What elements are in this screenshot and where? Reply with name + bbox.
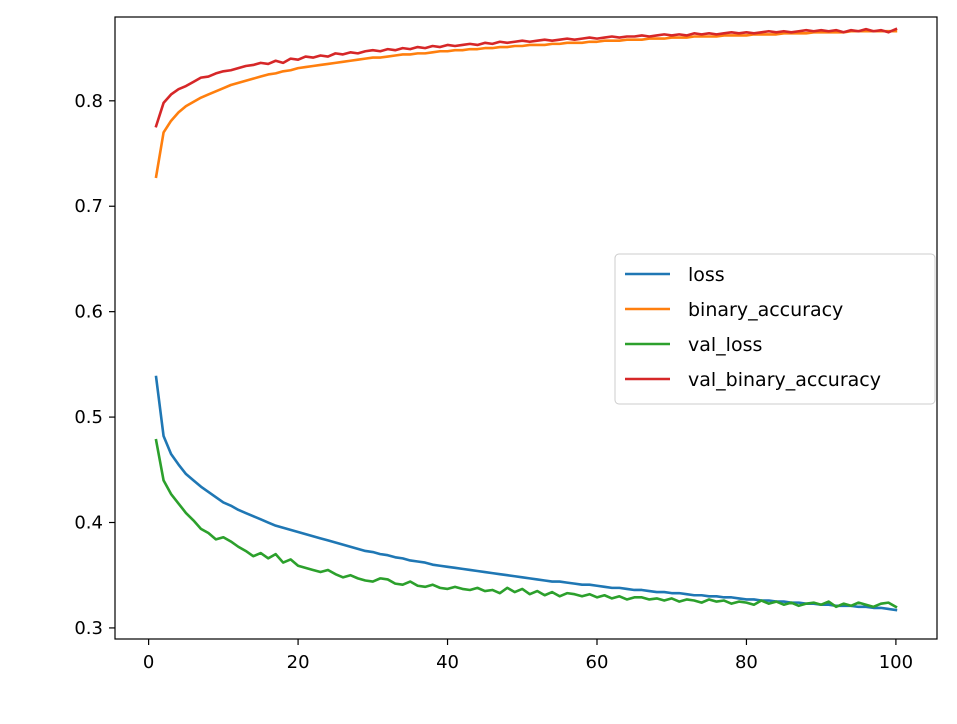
legend-label: val_loss bbox=[688, 334, 762, 356]
series-line-loss bbox=[154, 375, 898, 612]
x-tick-label: 100 bbox=[879, 652, 913, 673]
legend: loss binary_accuracy val_loss val_binary_ac… bbox=[614, 253, 936, 405]
x-tick-label: 0 bbox=[143, 652, 154, 673]
series-line-val-binary-accuracy bbox=[154, 27, 898, 128]
series-line-val-loss bbox=[154, 438, 898, 609]
series-line-binary-accuracy bbox=[154, 29, 898, 179]
series-layer bbox=[154, 27, 898, 612]
x-tick-label: 60 bbox=[586, 652, 609, 673]
y-tick-label: 0.4 bbox=[74, 513, 103, 534]
legend-label: val_binary_accuracy bbox=[688, 369, 881, 391]
x-tick-label: 40 bbox=[436, 652, 459, 673]
y-tick-label: 0.3 bbox=[74, 618, 103, 639]
legend-box bbox=[614, 253, 936, 405]
y-tick-label: 0.6 bbox=[74, 302, 103, 323]
plot-frame bbox=[114, 16, 938, 640]
y-axis: 0.3 0.4 0.5 0.6 0.7 0.8 bbox=[74, 91, 115, 639]
x-tick-label: 80 bbox=[735, 652, 758, 673]
y-tick-label: 0.8 bbox=[74, 91, 103, 112]
x-tick-label: 20 bbox=[287, 652, 310, 673]
legend-label: binary_accuracy bbox=[688, 299, 843, 321]
x-axis: 0 20 40 60 80 100 bbox=[143, 639, 913, 673]
legend-label: loss bbox=[688, 264, 725, 286]
y-tick-label: 0.5 bbox=[74, 407, 103, 428]
y-tick-label: 0.7 bbox=[74, 196, 103, 217]
